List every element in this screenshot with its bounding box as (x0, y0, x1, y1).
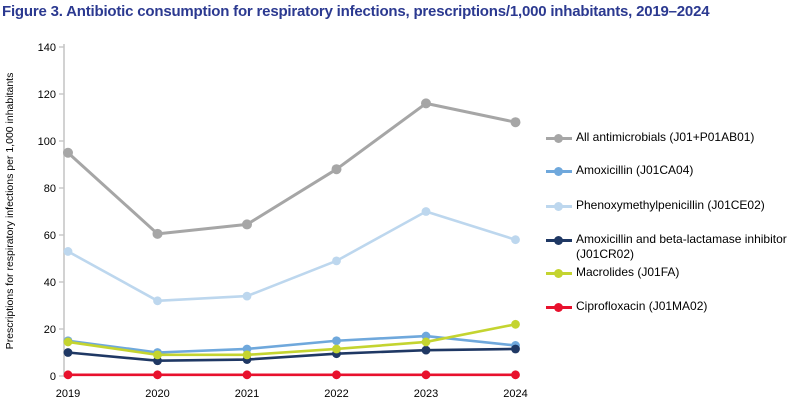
legend-marker-icon (546, 265, 572, 281)
legend-label: Macrolides (J01FA) (576, 265, 680, 279)
data-point (242, 219, 252, 230)
y-tick-label: 100 (38, 136, 56, 148)
y-tick-label: 20 (44, 324, 56, 336)
data-point (63, 370, 73, 380)
data-point (242, 350, 252, 360)
chart-title: Figure 3. Antibiotic consumption for res… (2, 3, 710, 20)
legend-item-amoxicillin-and-beta-lactamase-inhibitor: Amoxicillin and beta-lactamase inhibitor… (546, 232, 787, 261)
data-point (421, 98, 431, 109)
legend-item-amoxicillin-j01ca04: Amoxicillin (J01CA04) (546, 163, 693, 179)
data-point (421, 345, 431, 355)
data-point (511, 344, 520, 354)
data-point (63, 247, 73, 256)
data-point (510, 117, 521, 128)
y-tick-label: 60 (44, 230, 56, 242)
legend-dot (554, 303, 563, 312)
series-macrolides-j01fa (63, 319, 520, 360)
legend-marker-icon (546, 299, 572, 315)
x-tick-label: 2021 (235, 388, 259, 400)
legend-item-all-antimicrobials-j01-p01ab01: All antimicrobials (J01+P01AB01) (546, 130, 754, 146)
series-amoxicillin-and-beta-lactamase-inhibitor (63, 344, 520, 366)
y-tick-label: 80 (44, 183, 56, 195)
series-line (67, 347, 516, 363)
y-tick-label: 0 (50, 371, 56, 383)
series-line (67, 334, 516, 354)
data-point (332, 370, 341, 380)
data-point (242, 291, 252, 301)
legend-dot (554, 236, 563, 245)
series-phenoxymethylpenicillin-j01ce02 (63, 207, 520, 306)
data-point (242, 370, 252, 380)
x-tick-label: 2022 (324, 388, 348, 400)
series-line (67, 210, 516, 303)
x-tick-label: 2020 (145, 388, 169, 400)
data-point (511, 235, 520, 245)
legend-item-ciprofloxacin-j01ma02: Ciprofloxacin (J01MA02) (546, 299, 707, 315)
data-point (63, 147, 73, 158)
data-point (153, 296, 162, 306)
data-point (511, 370, 520, 380)
data-point (152, 228, 163, 239)
legend-label: Ciprofloxacin (J01MA02) (576, 299, 708, 313)
data-point (421, 370, 431, 380)
legend-item-macrolides-j01fa: Macrolides (J01FA) (546, 265, 679, 281)
legend-item-phenoxymethylpenicillin-j01ce02: Phenoxymethylpenicillin (J01CE02) (546, 198, 765, 214)
legend-dot (554, 269, 563, 278)
x-tick-label: 2023 (414, 388, 438, 400)
data-point (63, 337, 73, 347)
data-point (63, 348, 73, 357)
y-tick-label: 140 (38, 42, 56, 54)
legend-marker-icon (546, 130, 572, 146)
legend-dot (554, 167, 563, 176)
data-point (153, 370, 162, 380)
legend-marker-icon (546, 163, 572, 179)
legend-label: Phenoxymethylpenicillin (J01CE02) (576, 198, 765, 212)
legend-dot (554, 134, 563, 143)
legend-dot (554, 202, 563, 211)
series-all-antimicrobials-j01-p01ab01 (63, 98, 521, 239)
legend-label: All antimicrobials (J01+P01AB01) (576, 130, 755, 144)
data-point (332, 344, 341, 354)
y-tick-label: 40 (44, 277, 56, 289)
legend-label: Amoxicillin (J01CA04) (576, 163, 694, 177)
x-tick-label: 2024 (503, 388, 527, 400)
data-point (153, 350, 162, 360)
data-point (421, 207, 431, 216)
y-axis-title: Prescriptions for respiratory infections… (4, 73, 16, 350)
data-point (511, 319, 520, 329)
y-tick-label: 120 (38, 89, 56, 101)
x-tick-label: 2019 (56, 388, 80, 400)
data-point (332, 336, 341, 346)
legend-label: Amoxicillin and beta-lactamase inhibitor… (576, 232, 787, 261)
series-line (67, 323, 516, 357)
data-point (332, 256, 341, 266)
series-ciprofloxacin-j01ma02 (63, 370, 520, 380)
legend: All antimicrobials (J01+P01AB01) Amoxicil… (546, 0, 798, 406)
legend-marker-icon (546, 232, 572, 248)
legend-marker-icon (546, 198, 572, 214)
series-line (66, 101, 516, 236)
data-point (421, 337, 431, 347)
data-point (331, 164, 342, 175)
